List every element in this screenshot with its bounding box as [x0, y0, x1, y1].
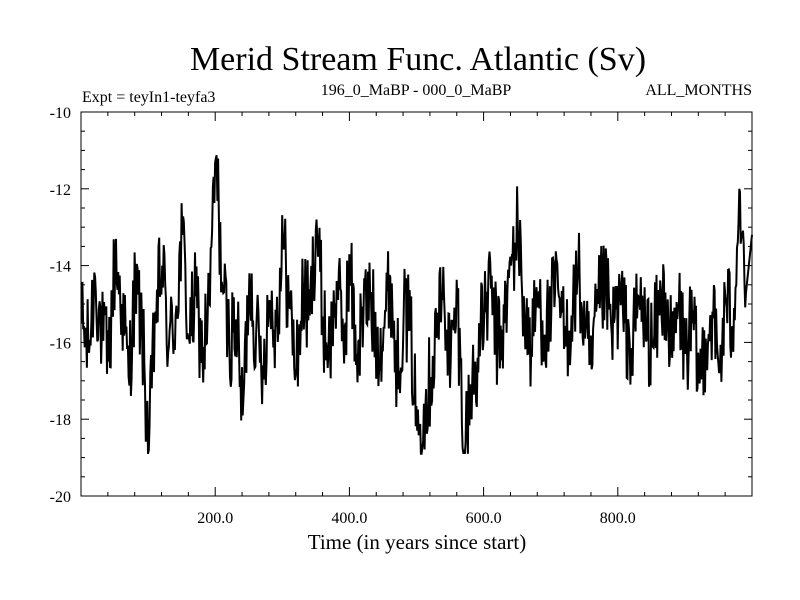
y-tick-label: -16 [50, 335, 71, 352]
y-axis: -20 -18 -16 -14 -12 -10 [50, 105, 752, 506]
x-tick-label: 800.0 [600, 510, 636, 527]
series-line [80, 155, 753, 455]
y-tick-label: -10 [50, 105, 71, 122]
x-axis: 200.0 400.0 600.0 800.0 [80, 112, 753, 527]
x-tick-label: 200.0 [197, 510, 233, 527]
chart-subtitle-center: 196_0_MaBP - 000_0_MaBP [321, 82, 512, 99]
y-tick-label: -14 [50, 259, 71, 276]
plot-area: -20 -18 -16 -14 -12 -10 200.0 400.0 600.0 800.0 [50, 105, 753, 527]
chart-subtitle-left: Expt = teyIn1-teyfa3 [82, 89, 215, 106]
y-tick-label: -20 [50, 489, 71, 506]
chart-subtitle-right: ALL_MONTHS [645, 82, 752, 99]
y-tick-label: -12 [50, 182, 71, 199]
chart-title: Merid Stream Func. Atlantic (Sv) [190, 41, 646, 78]
x-tick-label: 600.0 [466, 510, 502, 527]
x-tick-label: 400.0 [331, 510, 367, 527]
y-tick-label: -18 [50, 412, 71, 429]
x-axis-label: Time (in years since start) [308, 530, 527, 554]
